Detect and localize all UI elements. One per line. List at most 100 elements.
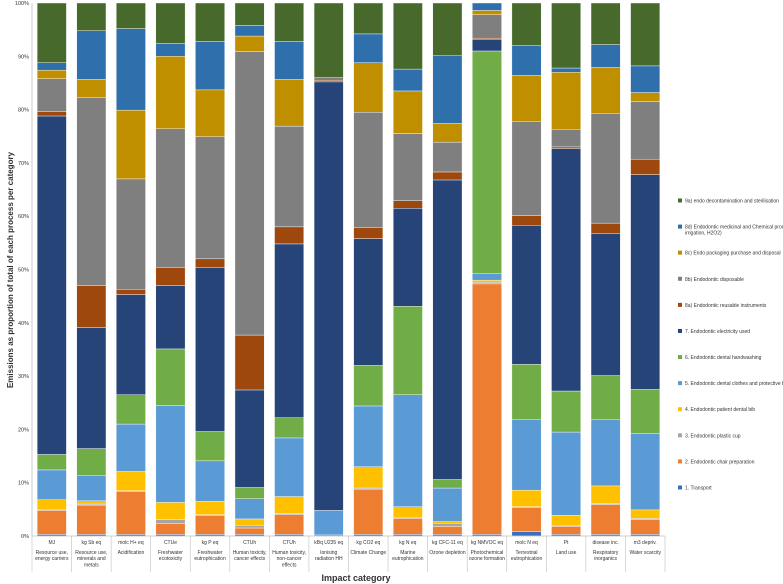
x-category-label: Climate Change xyxy=(350,550,386,556)
bar-segment xyxy=(116,289,146,295)
x-category-label: Human toxicity, xyxy=(272,550,306,556)
bar-segment xyxy=(274,2,304,42)
bar-segment xyxy=(36,62,67,71)
legend-label: 2. Endodontic chair preparation xyxy=(685,459,755,465)
bar-segment xyxy=(155,348,186,406)
x-unit-label: kg P eq xyxy=(202,540,219,546)
bar-segment xyxy=(76,504,107,535)
bar-segment xyxy=(551,67,581,73)
bar-segment xyxy=(472,39,502,52)
bar-segment xyxy=(195,431,225,462)
bar-segment xyxy=(274,437,304,497)
bar-segment xyxy=(590,222,621,234)
bar-segment xyxy=(590,233,621,376)
legend-swatch xyxy=(678,433,682,438)
bar-segment xyxy=(36,499,67,510)
bar-segment xyxy=(551,515,581,526)
bar-segment xyxy=(511,225,542,365)
x-unit-label: m3 depriv. xyxy=(634,540,657,546)
bar-segment xyxy=(36,115,67,455)
x-category-label: non-cancer xyxy=(277,556,302,562)
x-category-label: Water scarcity xyxy=(629,550,661,556)
x-category-label: Resource use, xyxy=(75,550,107,556)
bar-segment xyxy=(393,394,423,507)
bar-segment xyxy=(155,128,186,268)
bar-segment xyxy=(393,207,423,307)
bar-segment xyxy=(590,419,621,487)
bar-segment xyxy=(36,510,67,535)
x-axis-title: Impact category xyxy=(321,573,390,583)
x-unit-label: Pt xyxy=(564,540,569,546)
bar-segment xyxy=(472,283,502,535)
bar-segment xyxy=(551,148,581,392)
bar-segment xyxy=(551,431,581,516)
y-tick-label: 20% xyxy=(18,427,29,433)
x-unit-label: kBq U235 eq xyxy=(314,540,343,546)
bar-segment xyxy=(195,2,225,42)
bars-group xyxy=(36,2,661,537)
bar-segment xyxy=(274,41,304,80)
bar-segment xyxy=(274,514,304,535)
bar-segment xyxy=(155,267,186,286)
y-tick-label: 30% xyxy=(18,374,29,380)
bar-segment xyxy=(116,109,146,180)
bar-segment xyxy=(551,146,581,149)
y-tick-label: 90% xyxy=(18,54,29,60)
x-category-label: inorganics xyxy=(594,556,617,562)
bar-segment xyxy=(155,502,186,520)
bar-segment xyxy=(511,121,542,216)
legend-swatch xyxy=(678,381,682,386)
x-category-label: ozone formation xyxy=(469,556,505,562)
y-tick-label: 100% xyxy=(15,1,29,7)
y-tick-label: 80% xyxy=(18,108,29,114)
bar-segment xyxy=(630,2,661,67)
bar-segment xyxy=(630,65,661,93)
bar-segment xyxy=(432,171,463,181)
bar-segment xyxy=(590,504,621,535)
y-tick-label: 70% xyxy=(18,161,29,167)
bar-segment xyxy=(155,43,186,57)
x-category-label: Freshwater xyxy=(198,550,223,556)
bar-segment xyxy=(76,448,107,476)
bar-segment xyxy=(274,125,304,228)
bar-segment xyxy=(234,498,265,520)
bar-segment xyxy=(155,519,186,524)
bar-segment xyxy=(393,518,423,535)
bar-segment xyxy=(353,227,384,239)
legend-label: 3. Endodontic plastic cup xyxy=(685,433,741,439)
bar-segment xyxy=(590,2,621,45)
bar-segment xyxy=(432,523,463,527)
x-category-label: effects xyxy=(282,562,297,568)
bar-segment xyxy=(393,306,423,395)
x-unit-label: kg Sb eq xyxy=(81,540,101,546)
bar-segment xyxy=(76,79,107,98)
bar-segment xyxy=(76,97,107,286)
y-tick-label: 0% xyxy=(21,534,29,540)
bar-segment xyxy=(116,423,146,472)
bar-segment xyxy=(393,90,423,134)
x-unit-label: disease inc. xyxy=(592,540,618,546)
bar-segment xyxy=(36,454,67,471)
legend-label: 8c) Endo packaging purchase and disposal xyxy=(685,251,781,257)
bar-segment xyxy=(511,2,542,46)
legend-label: 8a) Endodontic reusable instruments xyxy=(685,303,767,309)
legend-label: 5. Endodontic dental clothes and protect… xyxy=(685,381,783,387)
bar-segment xyxy=(234,487,265,499)
bar-segment xyxy=(76,30,107,80)
bar-segment xyxy=(313,80,344,83)
x-category-label: metals xyxy=(84,562,99,568)
bar-segment xyxy=(313,77,344,81)
x-category-label: Respiratory xyxy=(593,550,619,556)
x-category-label: Ozone depletion xyxy=(429,550,466,556)
y-axis: 0% 10% 20% 30% 40% 50% 60% 70% 80% 90% 100% xyxy=(15,1,33,540)
y-tick-label: 10% xyxy=(18,481,29,487)
x-unit-label: kg NMVOC eq xyxy=(471,540,503,546)
bar-segment xyxy=(472,282,502,285)
x-category-label: Terrestrial xyxy=(516,550,538,556)
bar-segment xyxy=(511,364,542,420)
legend-label: 9a) endo decontamination and sterilisati… xyxy=(685,199,779,205)
bar-segment xyxy=(432,526,463,535)
bar-segment xyxy=(36,111,67,117)
bar-segment xyxy=(551,129,581,148)
legend-swatch xyxy=(678,198,682,203)
